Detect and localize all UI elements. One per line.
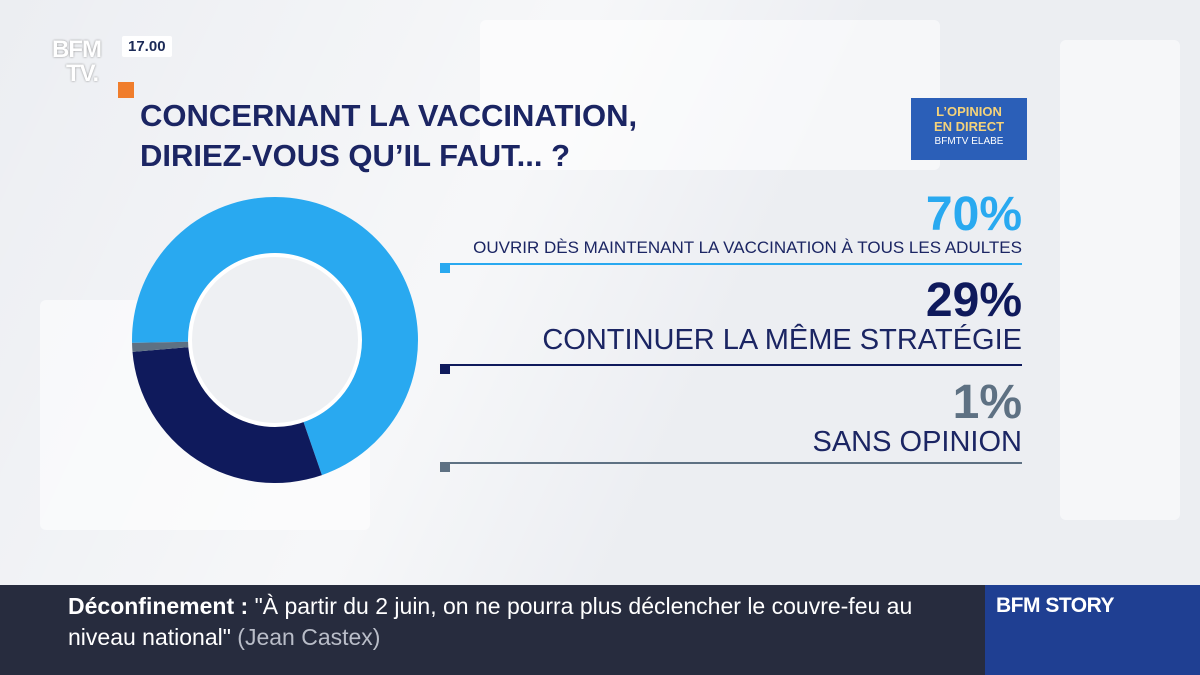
- result-3-label: SANS OPINION: [812, 426, 1023, 458]
- result-2-rule: [440, 364, 1022, 366]
- donut-slice-2: [132, 347, 322, 483]
- result-3: 1% SANS OPINION: [813, 378, 1023, 459]
- opinion-badge-line1: L’OPINION: [936, 104, 1002, 119]
- watermark-shape: [480, 20, 940, 170]
- result-3-marker: [440, 464, 450, 472]
- result-2-percent: 29%: [925, 274, 1022, 327]
- donut-hole: [188, 253, 362, 427]
- opinion-badge: L’OPINION EN DIRECT BFMTV ELABE: [911, 98, 1027, 160]
- ticker-quote: "À partir du 2 juin, on ne pourra plus d…: [68, 593, 913, 650]
- background: [0, 0, 1200, 585]
- time-badge: 17.00: [122, 36, 172, 57]
- result-1-percent: 70%: [925, 188, 1022, 241]
- donut-slice-3: [132, 341, 191, 352]
- story-label: BFM STORY: [996, 594, 1115, 617]
- logo-line-2: TV.: [66, 60, 99, 87]
- result-2-label: CONTINUER LA MÊME STRATÉGIE: [542, 324, 1022, 356]
- donut-slice-1: [132, 197, 418, 476]
- result-2: 29% CONTINUER LA MÊME STRATÉGIE: [542, 276, 1022, 357]
- result-1-marker: [440, 265, 450, 273]
- result-1-label: OUVRIR DÈS MAINTENANT LA VACCINATION À T…: [473, 238, 1022, 257]
- result-3-rule: [440, 462, 1022, 464]
- question-title: CONCERNANT LA VACCINATION, DIRIEZ-VOUS Q…: [140, 98, 638, 173]
- donut-chart: [132, 197, 418, 483]
- channel-logo: BFM TV.: [52, 36, 122, 96]
- news-ticker: [0, 585, 985, 675]
- opinion-badge-line2: EN DIRECT: [933, 119, 1005, 134]
- opinion-badge-line3: BFMTV ELABE: [934, 136, 1004, 147]
- result-1: 70% OUVRIR DÈS MAINTENANT LA VACCINATION…: [473, 190, 1022, 258]
- logo-line-1: BFM: [52, 36, 102, 63]
- result-1-rule: [440, 263, 1022, 265]
- ticker-source: (Jean Castex): [230, 624, 381, 650]
- ticker-text: Déconfinement : "À partir du 2 juin, on …: [68, 591, 968, 653]
- result-2-marker: [440, 366, 450, 374]
- story-panel: [985, 585, 1200, 675]
- watermark-shape: [1060, 40, 1180, 520]
- accent-square: [118, 82, 134, 98]
- result-3-percent: 1%: [952, 376, 1022, 429]
- ticker-keyword: Déconfinement :: [68, 593, 249, 619]
